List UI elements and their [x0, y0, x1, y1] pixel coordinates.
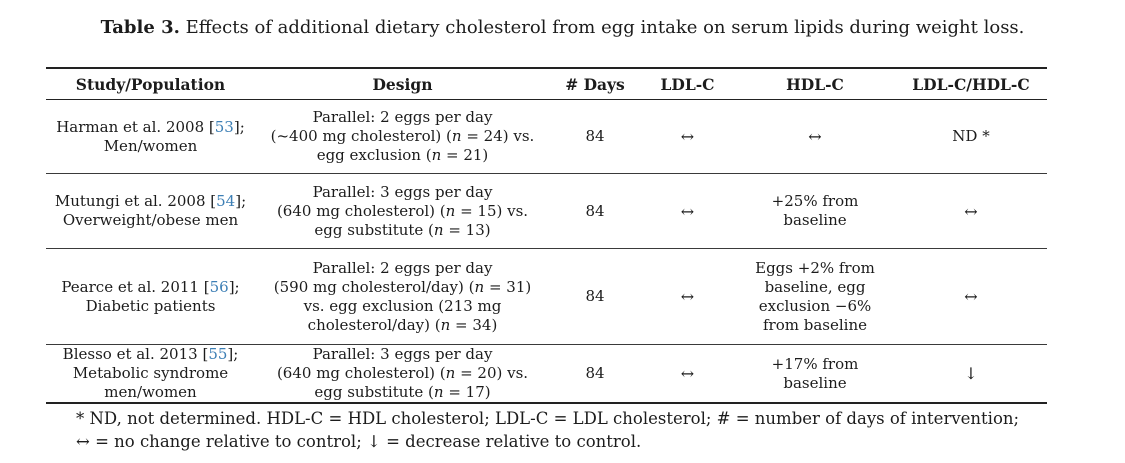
days-cell: 84 [585, 287, 605, 305]
citation-link[interactable]: 54 [216, 192, 236, 210]
study-cell: Blesso et al. 2013 [55]; Metabolic syndro… [62, 345, 239, 401]
ldl-hdl-ratio-cell: ↔ [964, 287, 978, 306]
ldl-hdl-ratio-cell: ↓ [964, 364, 978, 383]
days-cell: 84 [585, 201, 605, 220]
ldl-hdl-ratio-cell: ↔ [964, 201, 978, 221]
study-cell: Mutungi et al. 2008 [54]; Overweight/obes… [54, 192, 247, 229]
days-cell: 84 [585, 364, 605, 382]
col-header-design: Design [255, 68, 550, 100]
col-header-days: # Days [550, 68, 640, 100]
ldl-change-cell: ↔ [680, 127, 695, 146]
hdl-change-cell: +17% from baseline [771, 354, 859, 392]
table-caption-text: Effects of additional dietary cholestero… [179, 17, 1025, 38]
days-cell: 84 [585, 127, 605, 145]
col-header-hdl-c: HDL-C [735, 68, 895, 100]
col-header-study-population: Study/Population [46, 68, 255, 100]
col-header-ldl-hdl-ratio: LDL-C/HDL-C [895, 68, 1047, 100]
citation-link[interactable]: 53 [214, 117, 234, 136]
design-cell: Parallel: 2 eggs per day (~400 mg cholest… [270, 108, 535, 164]
citation-link[interactable]: 55 [208, 345, 228, 363]
ldl-change-cell: ↔ [680, 201, 695, 221]
study-cell: Harman et al. 2008 [53]; Men/women [56, 117, 245, 155]
table-caption: Table 3. Effects of additional dietary c… [0, 16, 1125, 40]
col-header-ldl-c: LDL-C [640, 68, 735, 100]
ldl-change-cell: ↔ [680, 364, 695, 383]
design-cell: Parallel: 3 eggs per day (640 mg choleste… [276, 345, 529, 401]
study-cell: Pearce et al. 2011 [56]; Diabetic patient… [61, 277, 240, 315]
hdl-change-cell: Eggs +2% from baseline, egg exclusion −6% f… [755, 258, 875, 334]
ldl-change-cell: ↔ [680, 287, 695, 306]
table-caption-label: Table 3. [100, 17, 180, 38]
ldl-hdl-ratio-cell: ND * [952, 127, 990, 145]
header-row: Study/Population Design # Days LDL-C HDL… [46, 68, 1047, 100]
hdl-change-cell: ↔ [808, 127, 822, 146]
table-row-pearce: Pearce et al. 2011 [56]; Diabetic patient… [46, 249, 1047, 345]
results-table: Study/Population Design # Days LDL-C HDL… [46, 67, 1047, 404]
design-cell: Parallel: 2 eggs per day (590 mg choleste… [273, 258, 532, 334]
citation-link[interactable]: 56 [209, 277, 229, 296]
table-row-blesso: Blesso et al. 2013 [55]; Metabolic syndro… [46, 345, 1047, 404]
table-footnote: * ND, not determined. HDL-C = HDL choles… [76, 409, 1020, 451]
hdl-change-cell: +25% from baseline [771, 192, 859, 229]
table-row-harman: Harman et al. 2008 [53]; Men/women Parall… [46, 100, 1047, 174]
table-row-mutungi: Mutungi et al. 2008 [54]; Overweight/obes… [46, 174, 1047, 249]
design-cell: Parallel: 3 eggs per day (640 mg choleste… [276, 182, 529, 239]
